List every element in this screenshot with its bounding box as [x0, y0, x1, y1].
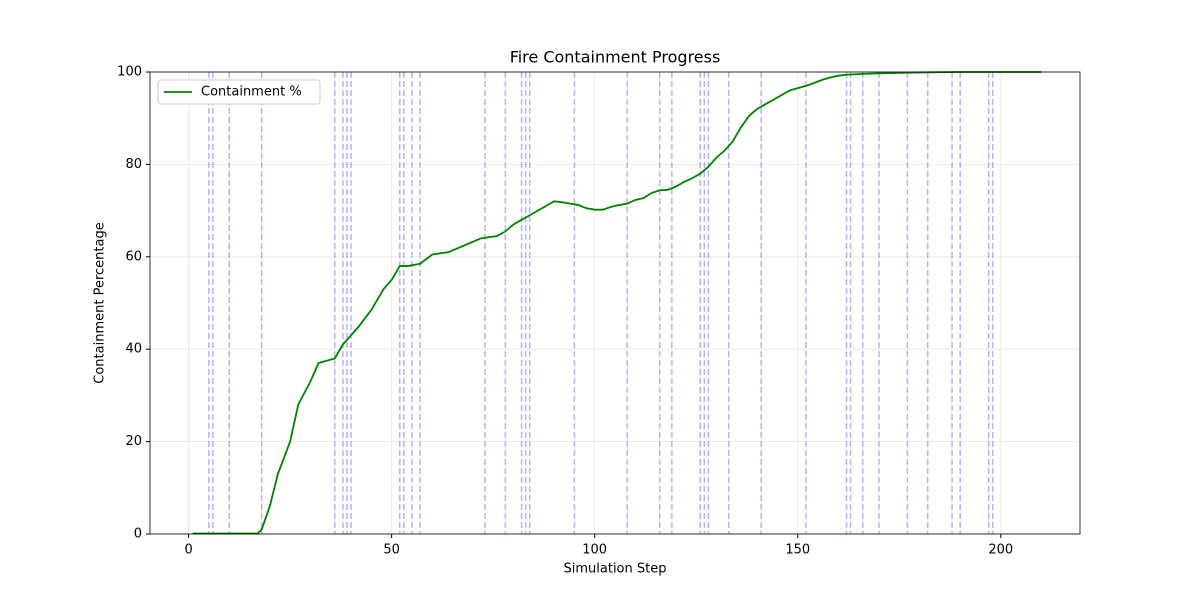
chart-title: Fire Containment Progress — [510, 48, 721, 67]
legend-box — [157, 79, 321, 105]
y-tick-label: 20 — [125, 434, 142, 449]
data-line — [192, 71, 1042, 535]
x-tick-label: 50 — [383, 543, 400, 558]
y-tick-label: 100 — [117, 65, 142, 80]
y-axis-label: Containment Percentage — [93, 222, 108, 383]
x-tick-label: 0 — [184, 543, 192, 558]
y-tick-label: 60 — [125, 249, 142, 264]
x-tick-label: 200 — [988, 543, 1013, 558]
x-tick-label: 150 — [785, 543, 810, 558]
y-tick-label: 0 — [134, 527, 142, 542]
legend-label: Containment % — [201, 85, 302, 100]
y-tick-label: 80 — [125, 157, 142, 172]
x-tick-label: 100 — [582, 543, 607, 558]
x-axis-label: Simulation Step — [564, 562, 667, 577]
y-tick-label: 40 — [125, 342, 142, 357]
plot-frame — [149, 71, 1081, 535]
legend: Containment % — [157, 79, 321, 105]
